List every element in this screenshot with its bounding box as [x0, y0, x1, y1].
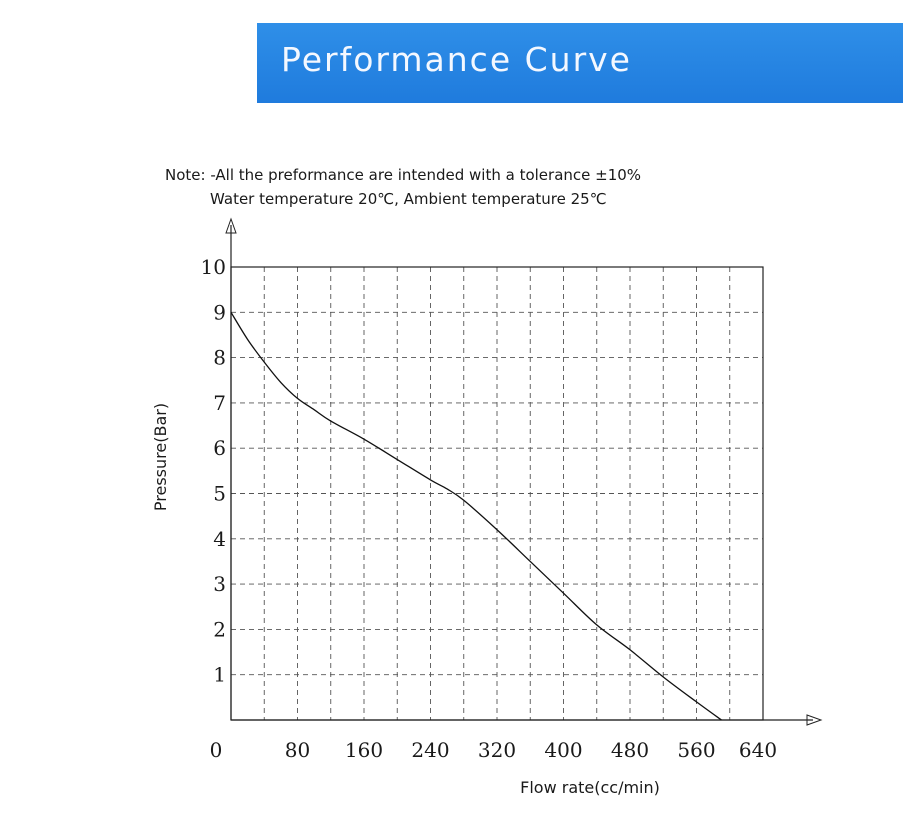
note-line-1: Note: -All the preformance are intended …	[165, 166, 642, 184]
y-tick-label: 10	[201, 255, 226, 279]
y-tick-label: 5	[213, 482, 226, 506]
x-tick-label: 640	[739, 738, 777, 762]
pressure-curve	[230, 311, 722, 721]
page-title: Performance Curve	[281, 40, 632, 79]
y-tick-label: 1	[213, 663, 226, 687]
x-axis-arrow	[806, 714, 823, 726]
chart-series	[230, 311, 722, 721]
x-tick-label: 480	[611, 738, 649, 762]
chart-axes	[225, 217, 823, 726]
x-tick-label: 80	[285, 738, 310, 762]
y-axis-arrow	[225, 217, 237, 234]
chart-ticks: 0 80 160 240 320 400 480 560 640 1 2 3 4 5 6 7 8 9 10	[201, 255, 778, 762]
x-tick-label: 560	[677, 738, 715, 762]
y-tick-label: 7	[213, 391, 226, 415]
chart-grid	[231, 267, 763, 720]
note-line-2: Water temperature 20℃, Ambient temperatu…	[210, 190, 607, 208]
note-text: Note: -All the preformance are intended …	[165, 163, 641, 211]
y-tick-label: 4	[213, 527, 226, 551]
x-tick-label: 0	[210, 738, 223, 762]
title-banner: Performance Curve	[257, 23, 903, 103]
y-axis-label: Pressure(Bar)	[151, 403, 170, 511]
x-tick-label: 160	[345, 738, 383, 762]
x-tick-label: 320	[478, 738, 516, 762]
y-tick-label: 6	[213, 436, 226, 460]
y-tick-label: 3	[213, 572, 226, 596]
y-tick-label: 8	[213, 346, 226, 370]
x-axis-label: Flow rate(cc/min)	[520, 778, 660, 797]
y-tick-label: 9	[213, 300, 226, 324]
x-tick-label: 240	[411, 738, 449, 762]
x-tick-label: 400	[544, 738, 582, 762]
y-tick-label: 2	[213, 617, 226, 641]
